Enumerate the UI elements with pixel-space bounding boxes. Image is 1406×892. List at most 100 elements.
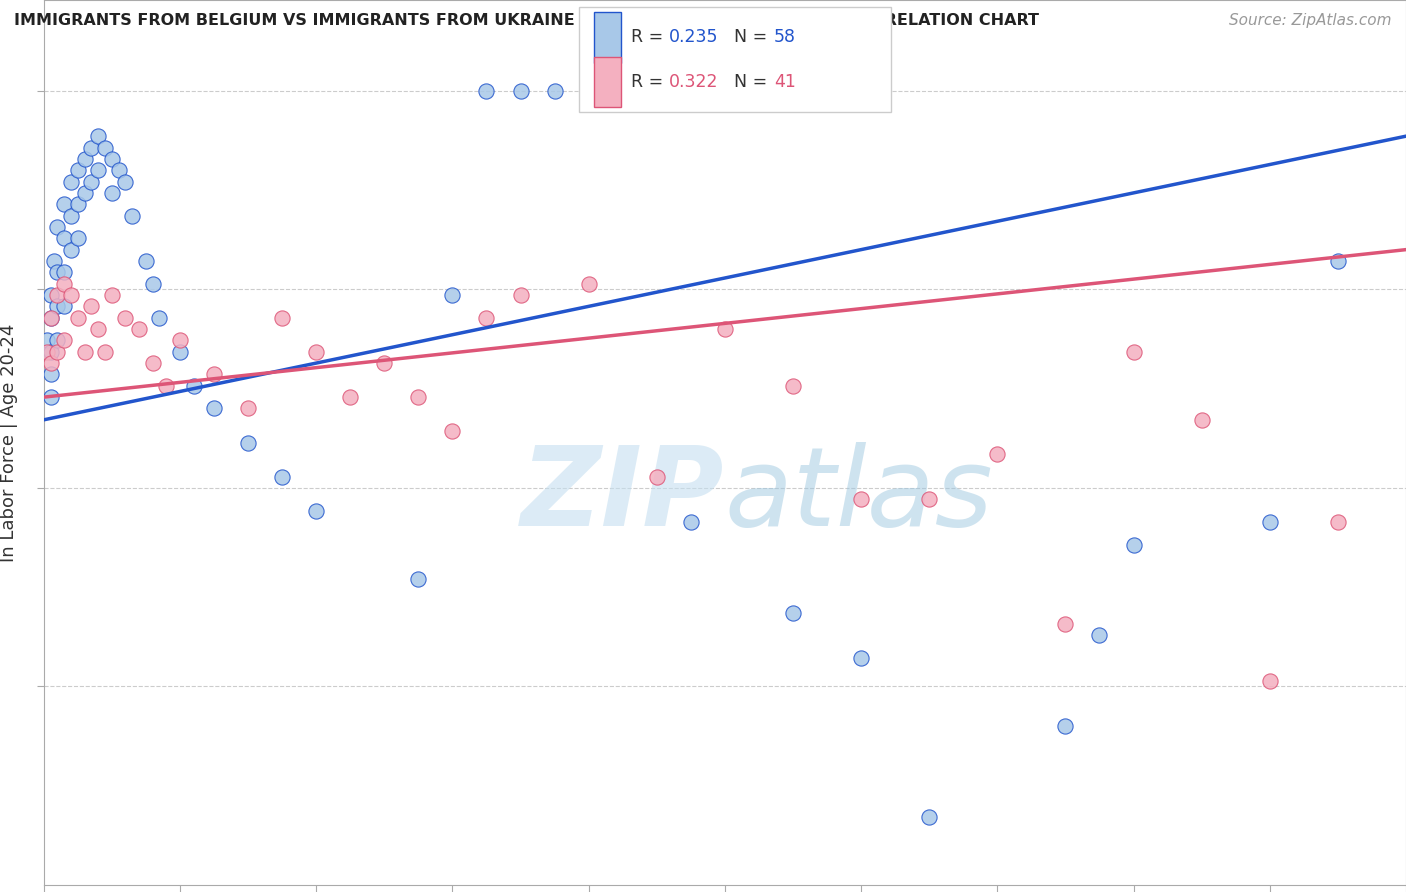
Point <box>59 209 82 223</box>
Point <box>918 492 941 507</box>
Point <box>87 129 110 144</box>
Text: 0.235: 0.235 <box>669 29 718 46</box>
Point <box>87 163 110 178</box>
Point <box>305 344 328 359</box>
Point <box>1054 617 1077 632</box>
Point <box>94 344 117 359</box>
Point <box>679 515 702 529</box>
Point <box>271 469 294 483</box>
Point <box>101 186 124 200</box>
Point <box>135 254 157 268</box>
Point <box>1327 515 1350 529</box>
Point <box>128 322 150 336</box>
Point <box>148 310 170 325</box>
Point <box>373 356 395 370</box>
Point <box>35 334 58 348</box>
Point <box>475 310 498 325</box>
Point <box>918 810 941 824</box>
Point <box>1327 254 1350 268</box>
Point <box>114 310 136 325</box>
Point <box>35 344 58 359</box>
Text: IMMIGRANTS FROM BELGIUM VS IMMIGRANTS FROM UKRAINE IN LABOR FORCE | AGE 20-24 CO: IMMIGRANTS FROM BELGIUM VS IMMIGRANTS FR… <box>14 13 1039 29</box>
Point <box>1122 538 1144 552</box>
Text: 0.322: 0.322 <box>669 73 718 91</box>
Point <box>645 469 668 483</box>
Point <box>39 310 62 325</box>
Point <box>39 390 62 404</box>
Point <box>53 197 76 211</box>
Point <box>46 265 69 279</box>
Text: Source: ZipAtlas.com: Source: ZipAtlas.com <box>1229 13 1392 29</box>
Point <box>46 288 69 302</box>
Point <box>80 299 103 313</box>
Point <box>142 356 165 370</box>
Point <box>53 334 76 348</box>
Point <box>339 390 361 404</box>
Point <box>509 84 531 98</box>
Point <box>101 288 124 302</box>
Point <box>66 310 89 325</box>
Point <box>107 163 129 178</box>
Point <box>87 322 110 336</box>
Point <box>39 344 62 359</box>
Point <box>46 219 69 234</box>
Point <box>271 310 294 325</box>
Point <box>236 401 259 416</box>
Point <box>121 209 143 223</box>
Point <box>1122 344 1144 359</box>
Point <box>53 265 76 279</box>
Point <box>59 288 82 302</box>
Point <box>53 299 76 313</box>
Point <box>509 288 531 302</box>
Point <box>202 401 225 416</box>
Point <box>155 379 177 393</box>
Point <box>59 175 82 189</box>
Text: R =: R = <box>631 29 669 46</box>
Point <box>80 175 103 189</box>
Point <box>46 344 69 359</box>
Point <box>849 492 872 507</box>
Point <box>986 447 1008 461</box>
Point <box>66 197 89 211</box>
Text: ZIP: ZIP <box>522 442 725 549</box>
Point <box>42 254 65 268</box>
Point <box>46 299 69 313</box>
Point <box>39 356 62 370</box>
Point <box>39 368 62 382</box>
Point <box>1088 628 1111 642</box>
Point <box>142 277 165 291</box>
Point <box>441 424 464 438</box>
Point <box>73 344 96 359</box>
Point <box>782 379 804 393</box>
Text: N =: N = <box>724 73 773 91</box>
Point <box>578 84 600 98</box>
Point <box>849 651 872 665</box>
Point <box>39 288 62 302</box>
Point <box>441 288 464 302</box>
Point <box>236 435 259 450</box>
Point <box>612 84 634 98</box>
Point <box>39 310 62 325</box>
Point <box>1191 413 1213 427</box>
Point <box>475 84 498 98</box>
Point <box>46 334 69 348</box>
Point <box>73 152 96 166</box>
Point <box>59 243 82 257</box>
Point <box>578 277 600 291</box>
Point <box>1054 719 1077 733</box>
Point <box>202 368 225 382</box>
Text: 41: 41 <box>773 73 796 91</box>
Text: N =: N = <box>724 29 773 46</box>
Point <box>169 334 191 348</box>
Text: R =: R = <box>631 73 669 91</box>
Point <box>305 503 328 517</box>
Point <box>101 152 124 166</box>
Point <box>408 390 430 404</box>
Point <box>714 322 737 336</box>
Text: atlas: atlas <box>725 442 994 549</box>
Point <box>53 277 76 291</box>
Point <box>183 379 205 393</box>
Point <box>94 140 117 154</box>
Point <box>408 572 430 586</box>
Point <box>66 231 89 245</box>
